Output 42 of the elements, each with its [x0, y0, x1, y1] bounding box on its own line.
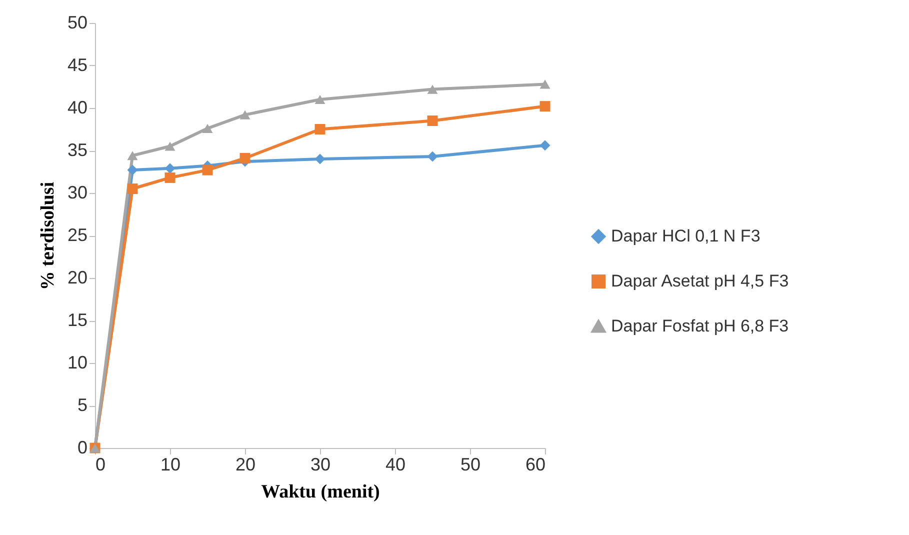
x-tick-label: 20 — [235, 454, 256, 474]
y-tick-label: 35 — [67, 140, 88, 160]
x-tick-label: 60 — [525, 454, 546, 474]
y-tick-label: 40 — [67, 98, 88, 118]
point — [164, 163, 176, 174]
point — [540, 80, 550, 89]
x-tick-label: 30 — [310, 454, 331, 474]
point — [427, 151, 438, 162]
legend-label: Dapar Fosfat pH 6,8 F3 — [611, 316, 789, 336]
x-tick-label: 40 — [385, 454, 406, 474]
point — [164, 172, 176, 183]
point — [427, 84, 438, 94]
y-tick-label: 25 — [67, 225, 88, 245]
point — [540, 140, 550, 151]
x-tick-label: 0 — [96, 454, 106, 474]
point — [540, 101, 550, 112]
point — [127, 164, 138, 176]
point — [240, 110, 250, 120]
y-tick-label: 45 — [67, 55, 88, 75]
point — [314, 94, 326, 104]
x-axis-title: Waktu (menit) — [261, 482, 380, 502]
legend-label: Dapar HCl 0,1 N F3 — [611, 226, 760, 246]
y-tick-label: 10 — [67, 352, 88, 372]
point — [202, 124, 213, 133]
point — [164, 142, 176, 151]
point — [314, 154, 326, 164]
x-tick-label: 10 — [160, 454, 181, 474]
y-tick-label: 5 — [77, 395, 88, 415]
point — [202, 164, 213, 176]
y-tick-label: 15 — [67, 310, 88, 330]
point — [240, 152, 250, 164]
point — [427, 116, 438, 126]
y-tick-label: 50 — [67, 12, 88, 32]
legend-label: Dapar Asetat pH 4,5 F3 — [611, 272, 789, 290]
point — [127, 151, 138, 160]
point — [314, 124, 326, 134]
point — [127, 184, 138, 194]
y-tick-label: 0 — [77, 438, 88, 458]
y-tick-label: 30 — [67, 182, 88, 202]
y-axis-title: % terdisolusi — [37, 182, 58, 290]
y-tick-label: 20 — [67, 268, 88, 288]
x-tick-label: 50 — [460, 454, 481, 474]
